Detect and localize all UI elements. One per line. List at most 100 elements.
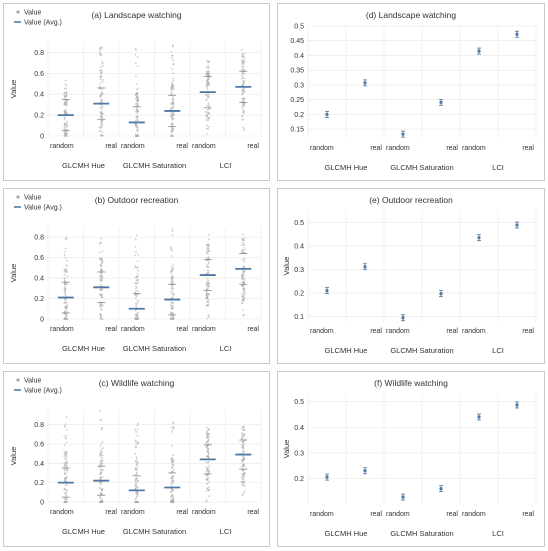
value-point	[99, 501, 102, 503]
value-point	[134, 246, 137, 249]
value-point	[63, 133, 66, 136]
value-point	[206, 250, 209, 252]
value-point	[65, 416, 68, 419]
value-point	[64, 101, 67, 103]
value-point	[135, 49, 138, 51]
value-point	[64, 250, 67, 253]
value-point	[134, 467, 137, 469]
chart-svg: (d) Landscape watching 0.15 0.2 0.25 0.3 0.35…	[290, 10, 537, 172]
value-point	[170, 86, 172, 89]
value-point	[64, 444, 66, 446]
value-point	[100, 119, 103, 122]
value-point	[205, 466, 208, 468]
value-point	[243, 451, 246, 453]
value-point	[134, 302, 137, 305]
value-point	[64, 464, 67, 467]
value-point	[205, 272, 208, 275]
value-point	[205, 248, 208, 251]
mean-point	[401, 314, 405, 322]
value-point	[207, 242, 210, 245]
value-point	[99, 98, 102, 101]
value-point	[207, 104, 210, 107]
mean-point	[439, 98, 443, 106]
value-point	[136, 461, 139, 464]
value-point	[208, 481, 210, 484]
value-point	[208, 250, 211, 252]
value-point	[135, 126, 138, 129]
value-point	[136, 95, 138, 98]
value-point	[136, 275, 138, 278]
value-distribution	[93, 237, 110, 320]
x-tick-label: real	[370, 328, 382, 335]
group-label: GLCMH Hue	[325, 346, 368, 355]
value-point	[207, 244, 210, 247]
mean-point	[439, 485, 443, 493]
value-point	[66, 283, 68, 286]
value-point	[98, 409, 101, 412]
value-point	[205, 284, 208, 287]
value-point	[240, 482, 243, 484]
value-point	[241, 494, 244, 497]
value-point	[136, 424, 139, 427]
value-point	[63, 301, 66, 304]
x-tick-label: random	[310, 511, 334, 518]
value-point	[240, 244, 243, 247]
value-point	[242, 80, 245, 83]
value-point	[242, 447, 245, 450]
x-tick-label: real	[247, 509, 259, 516]
value-point	[207, 448, 210, 450]
mean-marker	[325, 475, 329, 479]
y-tick-label: 0.6	[34, 71, 44, 78]
legend-label: Value (Avg.)	[24, 205, 62, 212]
value-point	[172, 88, 175, 91]
value-point	[135, 304, 138, 307]
value-point	[172, 469, 175, 472]
value-point	[241, 92, 244, 95]
value-point	[101, 64, 104, 67]
value-point	[100, 471, 103, 474]
value-point	[64, 123, 66, 125]
value-point	[243, 56, 246, 59]
chart-title: (c) Wildlife watching	[99, 378, 175, 388]
value-point	[101, 468, 104, 471]
value-distribution	[199, 426, 216, 503]
value-point	[241, 66, 243, 68]
value-point	[98, 418, 101, 421]
value-point	[64, 256, 67, 259]
y-tick-label: 0.3	[294, 82, 304, 89]
value-point	[170, 279, 173, 282]
value-point	[241, 99, 244, 101]
value-point	[99, 50, 102, 53]
value-point	[99, 106, 101, 109]
value-point	[208, 298, 211, 301]
value-point	[136, 316, 139, 318]
value-point	[100, 111, 103, 114]
value-point	[65, 128, 68, 131]
value-point	[242, 295, 245, 298]
value-point	[100, 258, 103, 261]
value-point	[64, 437, 67, 439]
value-point	[208, 315, 211, 318]
y-tick-label: 0.35	[290, 68, 304, 75]
value-point	[208, 464, 211, 467]
value-point	[243, 73, 246, 75]
value-point	[66, 489, 69, 492]
value-point	[101, 46, 103, 49]
value-point	[172, 79, 175, 82]
value-point	[99, 85, 101, 88]
value-point	[63, 469, 66, 472]
value-point	[136, 290, 139, 292]
value-point	[241, 249, 244, 251]
value-distribution	[199, 60, 216, 135]
value-point	[101, 124, 104, 126]
value-point	[64, 492, 67, 495]
x-tick-label: random	[121, 326, 145, 333]
value-point	[243, 274, 246, 276]
value-point	[169, 318, 172, 320]
value-point	[242, 472, 245, 475]
value-point	[101, 117, 104, 120]
value-point	[65, 135, 68, 137]
value-point	[243, 465, 246, 468]
value-point	[99, 82, 102, 85]
value-point	[243, 291, 246, 293]
